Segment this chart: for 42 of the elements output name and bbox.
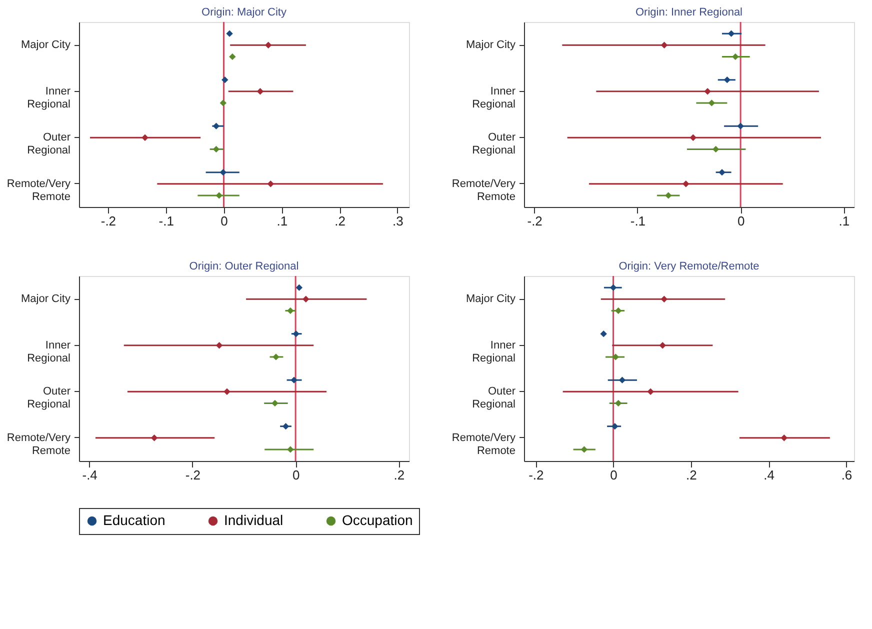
chart-title: Origin: Inner Regional <box>635 6 743 18</box>
y-tick-label: Outer Regional <box>472 132 516 157</box>
x-tick-label: -.2 <box>185 468 201 482</box>
y-tick-label: Inner Regional <box>472 339 516 364</box>
x-tick-label: 0 <box>737 214 745 228</box>
y-tick-label: Remote/Very Remote <box>6 432 71 457</box>
x-tick-label: -.1 <box>630 214 646 228</box>
y-tick-label: Inner Regional <box>472 85 516 110</box>
x-tick-label: -.4 <box>82 468 98 482</box>
chart-title: Origin: Outer Regional <box>189 260 299 272</box>
y-tick-label: Remote/Very Remote <box>452 432 516 457</box>
legend-label: Individual <box>224 512 284 528</box>
x-tick-label: .6 <box>841 468 852 482</box>
x-tick-label: .4 <box>764 468 775 482</box>
chart-title: Origin: Very Remote/Remote <box>618 260 760 272</box>
x-tick-label: .2 <box>394 468 405 482</box>
y-tick-label: Remote/Very Remote <box>452 178 516 203</box>
y-tick-label: Remote/Very Remote <box>6 178 71 203</box>
y-tick-label: Inner Regional <box>27 85 71 110</box>
legend-label: Education <box>103 512 166 528</box>
y-tick-label: Major City <box>20 39 71 52</box>
x-tick-label: -.1 <box>158 214 174 228</box>
y-tick-label: Outer Regional <box>27 132 71 157</box>
x-tick-label: .3 <box>392 214 404 228</box>
y-tick-label: Major City <box>466 39 516 52</box>
y-tick-label: Inner Regional <box>27 339 71 364</box>
x-tick-label: .1 <box>838 214 850 228</box>
x-tick-label: 0 <box>610 468 618 482</box>
x-tick-label: 0 <box>292 468 300 482</box>
x-tick-label: .1 <box>276 214 288 228</box>
x-tick-label: .2 <box>334 214 346 228</box>
x-tick-label: -.2 <box>528 468 544 482</box>
y-tick-label: Outer Regional <box>27 386 71 411</box>
y-tick-label: Major City <box>466 293 516 306</box>
x-tick-label: .2 <box>686 468 697 482</box>
x-tick-label: -.2 <box>100 214 116 228</box>
x-tick-label: -.2 <box>527 214 542 228</box>
chart-title: Origin: Major City <box>202 6 287 18</box>
x-tick-label: 0 <box>220 214 228 228</box>
y-tick-label: Outer Regional <box>472 386 516 411</box>
legend-label: Occupation <box>342 512 413 528</box>
y-tick-label: Major City <box>20 293 71 306</box>
